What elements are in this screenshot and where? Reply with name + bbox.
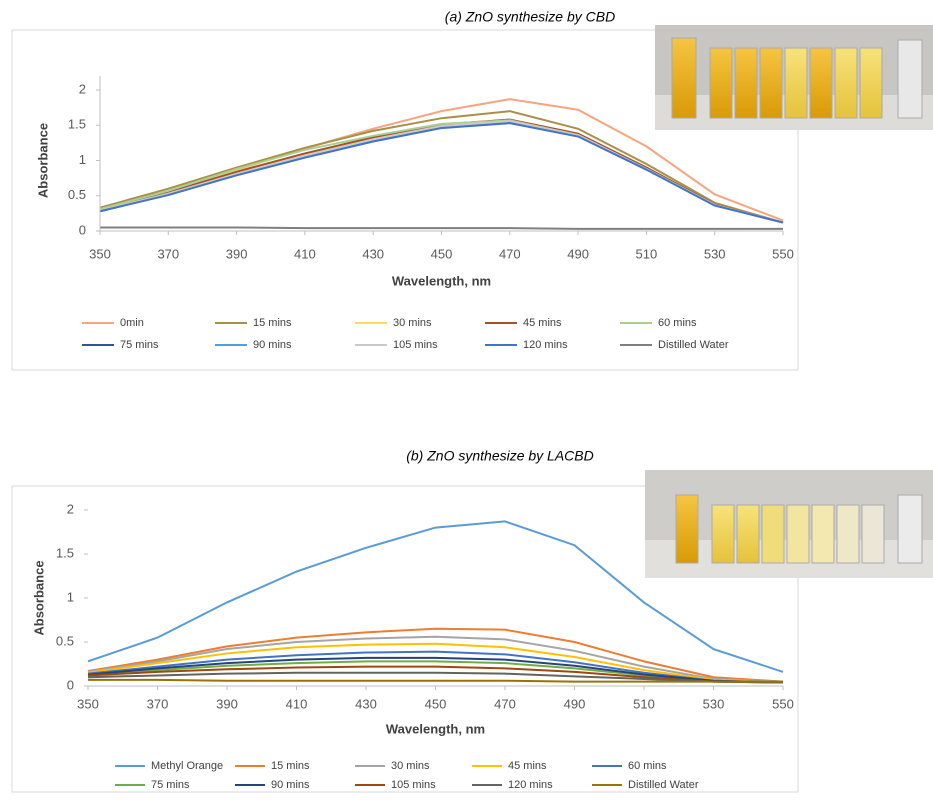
x-tick-label: 390 <box>216 696 238 711</box>
series-line <box>87 642 784 684</box>
legend-label: 45 mins <box>523 317 562 329</box>
legend-label: 120 mins <box>508 779 553 791</box>
series-line <box>99 110 784 224</box>
legend-label: 105 mins <box>393 339 438 351</box>
y-tick-label: 0 <box>67 677 74 692</box>
x-tick-label: 410 <box>286 696 308 711</box>
series-line <box>87 635 784 683</box>
cuvette <box>711 504 735 564</box>
x-tick-label: 370 <box>157 246 179 261</box>
cuvette <box>897 494 923 564</box>
y-tick-label: 0 <box>79 222 86 237</box>
y-tick-label: 1.5 <box>68 117 86 132</box>
legend-label: 75 mins <box>120 339 159 351</box>
legend-label: 90 mins <box>253 339 292 351</box>
series-line <box>87 656 784 684</box>
cuvette <box>897 39 923 119</box>
cuvette <box>784 47 808 119</box>
series-line <box>87 650 784 684</box>
legend-label: 30 mins <box>393 317 432 329</box>
chart-title: (b) ZnO synthesize by LACBD <box>406 448 594 464</box>
cuvette <box>834 47 858 119</box>
cuvette <box>675 494 699 564</box>
legend-label: 90 mins <box>271 779 310 791</box>
y-tick-label: 1 <box>79 152 86 167</box>
cuvette <box>836 504 860 564</box>
x-tick-label: 490 <box>567 246 589 261</box>
legend-label: Distilled Water <box>628 779 699 791</box>
x-tick-label: 490 <box>564 696 586 711</box>
x-tick-label: 510 <box>633 696 655 711</box>
x-tick-label: 530 <box>704 246 726 261</box>
x-axis-title: Wavelength, nm <box>392 273 491 288</box>
series-line <box>99 122 784 224</box>
x-tick-label: 390 <box>226 246 248 261</box>
x-tick-label: 550 <box>772 246 794 261</box>
x-tick-label: 450 <box>425 696 447 711</box>
legend-label: 60 mins <box>628 760 667 772</box>
cuvette <box>671 37 697 119</box>
cuvette <box>709 47 733 119</box>
y-tick-label: 0.5 <box>68 187 86 202</box>
series-line <box>87 627 784 683</box>
legend-label: 60 mins <box>658 317 697 329</box>
sample-photo <box>645 470 933 578</box>
legend-label: Methyl Orange <box>151 760 223 772</box>
x-axis-title: Wavelength, nm <box>386 721 485 736</box>
cuvette <box>811 504 835 564</box>
legend-label: 30 mins <box>391 760 430 772</box>
y-tick-label: 1 <box>67 589 74 604</box>
x-tick-label: 450 <box>431 246 453 261</box>
chart-title: (a) ZnO synthesize by CBD <box>445 9 615 25</box>
y-axis-title: Absorbance <box>31 560 46 635</box>
cuvette <box>761 504 785 564</box>
x-tick-label: 470 <box>499 246 521 261</box>
x-tick-label: 430 <box>355 696 377 711</box>
legend-label: 45 mins <box>508 760 547 772</box>
series-line <box>87 671 784 684</box>
x-tick-label: 410 <box>294 246 316 261</box>
cuvette <box>759 47 783 119</box>
series-line <box>100 226 783 230</box>
x-tick-label: 350 <box>89 246 111 261</box>
y-tick-label: 1.5 <box>56 545 74 560</box>
x-tick-label: 530 <box>703 696 725 711</box>
x-tick-label: 350 <box>77 696 99 711</box>
legend-label: 0min <box>120 317 144 329</box>
legend-label: 75 mins <box>151 779 190 791</box>
legend-label: 105 mins <box>391 779 436 791</box>
series-line <box>87 665 784 684</box>
legend-label: Distilled Water <box>658 339 729 351</box>
x-tick-label: 550 <box>772 696 794 711</box>
y-tick-label: 2 <box>67 501 74 516</box>
x-tick-label: 510 <box>636 246 658 261</box>
x-tick-label: 470 <box>494 696 516 711</box>
cuvette <box>734 47 758 119</box>
sample-photo <box>655 25 933 130</box>
x-tick-label: 430 <box>362 246 384 261</box>
cuvette <box>809 47 833 119</box>
legend-label: 15 mins <box>253 317 292 329</box>
series-line <box>88 678 783 683</box>
y-tick-label: 2 <box>79 81 86 96</box>
legend-label: 15 mins <box>271 760 310 772</box>
cuvette <box>859 47 883 119</box>
y-axis-title: Absorbance <box>35 123 50 198</box>
series-line <box>87 520 784 673</box>
y-tick-label: 0.5 <box>56 633 74 648</box>
cuvette <box>861 504 885 564</box>
cuvette <box>786 504 810 564</box>
cuvette <box>736 504 760 564</box>
x-tick-label: 370 <box>147 696 169 711</box>
legend-label: 120 mins <box>523 339 568 351</box>
